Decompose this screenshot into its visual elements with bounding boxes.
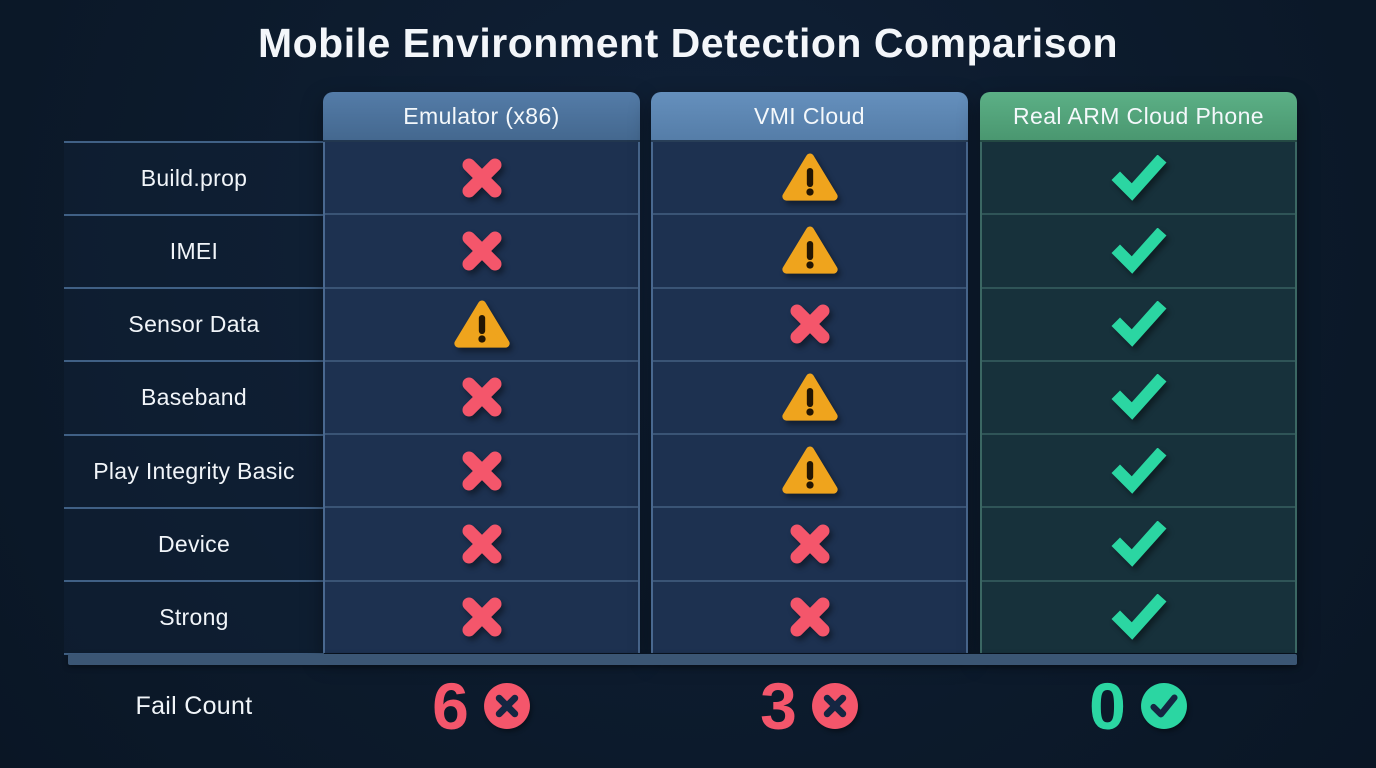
row-label: Build.prop <box>64 143 324 217</box>
table-cell-fail <box>325 579 638 653</box>
row-label: Baseband <box>64 362 324 436</box>
fail-count-value: 0 <box>1089 669 1126 743</box>
table-cell-fail <box>653 506 966 579</box>
table-cell-pass <box>982 506 1295 579</box>
fail-count-vmi-cloud: 3 <box>651 666 968 746</box>
table-cell-pass <box>982 213 1295 286</box>
circle-x-icon <box>483 682 531 730</box>
warning-triangle-icon <box>781 224 839 277</box>
column-body-real-arm-cloud-phone <box>980 142 1297 653</box>
table-cell-fail <box>653 286 966 360</box>
table-cell-warn <box>325 286 638 360</box>
table-cell-fail <box>325 433 638 506</box>
row-label: IMEI <box>64 216 324 290</box>
table-cell-pass <box>982 142 1295 213</box>
fail-count-value: 3 <box>760 669 797 743</box>
x-mark-icon <box>455 590 509 644</box>
fail-count-value: 6 <box>432 669 469 743</box>
check-mark-icon <box>1111 447 1167 494</box>
table-cell-fail <box>325 506 638 579</box>
column-body-vmi-cloud <box>651 142 968 653</box>
table-cell-pass <box>982 579 1295 653</box>
table-bottom-bar <box>68 654 1297 665</box>
column-real-arm-cloud-phone: Real ARM Cloud Phone <box>980 92 1297 653</box>
warning-triangle-icon <box>781 371 839 424</box>
table-cell-warn <box>653 142 966 213</box>
check-mark-icon <box>1111 594 1167 641</box>
table-cell-pass <box>982 286 1295 360</box>
warning-triangle-icon <box>453 298 511 351</box>
x-mark-icon <box>455 224 509 278</box>
warning-triangle-icon <box>781 444 839 497</box>
column-header-real-arm-cloud-phone: Real ARM Cloud Phone <box>980 92 1297 142</box>
row-label-column: Build.prop IMEI Sensor Data Baseband Play In… <box>64 141 324 655</box>
row-label: Sensor Data <box>64 289 324 363</box>
column-header-vmi-cloud: VMI Cloud <box>651 92 968 142</box>
x-mark-icon <box>455 370 509 424</box>
table-cell-warn <box>653 359 966 433</box>
column-vmi-cloud: VMI Cloud <box>651 92 968 653</box>
table-cell-warn <box>653 433 966 506</box>
column-emulator: Emulator (x86) <box>323 92 640 653</box>
x-mark-icon <box>783 517 837 571</box>
x-mark-icon <box>455 517 509 571</box>
table-cell-fail <box>325 213 638 286</box>
circle-x-icon <box>811 682 859 730</box>
table-cell-fail <box>653 579 966 653</box>
fail-count-label: Fail Count <box>135 691 253 720</box>
row-label: Strong <box>64 582 324 655</box>
x-mark-icon <box>783 590 837 644</box>
table-cell-pass <box>982 433 1295 506</box>
x-mark-icon <box>455 444 509 498</box>
table-cell-warn <box>653 213 966 286</box>
check-mark-icon <box>1111 374 1167 421</box>
x-mark-icon <box>455 151 509 205</box>
column-header-emulator: Emulator (x86) <box>323 92 640 142</box>
table-cell-fail <box>325 142 638 213</box>
row-label: Device <box>64 509 324 582</box>
fail-count-emulator: 6 <box>323 666 640 746</box>
warning-triangle-icon <box>781 151 839 204</box>
x-mark-icon <box>783 297 837 351</box>
column-body-emulator <box>323 142 640 653</box>
check-mark-icon <box>1111 227 1167 274</box>
check-mark-icon <box>1111 301 1167 347</box>
check-mark-icon <box>1111 154 1167 201</box>
page-title: Mobile Environment Detection Comparison <box>257 20 1119 66</box>
fail-count-real-arm-cloud-phone: 0 <box>980 666 1297 746</box>
circle-check-icon <box>1140 682 1188 730</box>
table-cell-pass <box>982 359 1295 433</box>
check-mark-icon <box>1111 521 1167 567</box>
row-label: Play Integrity Basic <box>64 436 324 509</box>
table-cell-fail <box>325 359 638 433</box>
